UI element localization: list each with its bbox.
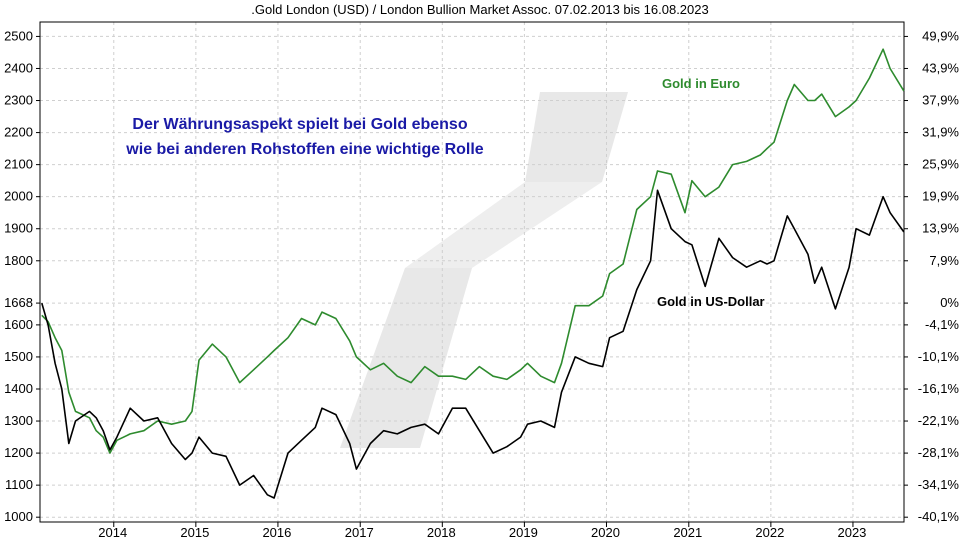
y-left-tick-label: 2500 xyxy=(4,28,33,43)
x-tick-label: 2020 xyxy=(591,525,620,540)
y-right-tick-label: 0% xyxy=(940,295,959,310)
y-right-tick-label: 49,9% xyxy=(922,28,959,43)
watermark-slash-mid-icon xyxy=(405,182,602,268)
watermark-slash-lower-icon xyxy=(340,268,472,448)
y-left-tick-label: 1100 xyxy=(5,477,33,492)
y-left-tick-label: 2200 xyxy=(4,125,33,140)
x-axis: 2014 2015 2016 2017 2018 2019 2020 2021 2022 2023 xyxy=(98,522,866,540)
annotation-line-1: Der Währungsaspekt spielt bei Gold ebens… xyxy=(132,116,467,133)
series-layer xyxy=(41,48,905,499)
y-right-tick-label: 19,9% xyxy=(922,189,959,204)
x-tick-label: 2018 xyxy=(427,525,456,540)
y-right-tick-label: -4,1% xyxy=(925,317,959,332)
y-left-tick-label: 1000 xyxy=(4,509,33,524)
y-left-tick-label: 1600 xyxy=(4,317,33,332)
y-left-tick-label: 1800 xyxy=(4,253,33,268)
chart-title: .Gold London (USD) / London Bullion Mark… xyxy=(251,2,708,17)
watermark-slash-icon xyxy=(525,92,628,182)
y-right-tick-label: -34,1% xyxy=(918,477,960,492)
y-right-tick-label: 31,9% xyxy=(922,125,959,140)
plot-area xyxy=(39,21,905,523)
y-left-tick-label: 1300 xyxy=(4,413,33,428)
y-right-tick-label: -16,1% xyxy=(918,381,960,396)
y-left-tick-label: 2000 xyxy=(4,189,33,204)
annotation-line-2: wie bei anderen Rohstoffen eine wichtige… xyxy=(125,141,483,158)
y-axis-left: 2500 2400 2300 2200 2100 2000 1900 1800 1668 1600… xyxy=(4,28,40,524)
y-left-tick-label: 1500 xyxy=(4,349,33,364)
y-right-tick-label: 13,9% xyxy=(922,221,959,236)
y-left-tick-label: 2400 xyxy=(4,60,33,75)
y-axis-right: 49,9% 43,9% 37,9% 31,9% 25,9% 19,9% 13,9% 7,9% 0… xyxy=(904,28,959,524)
y-left-tick-label: 2300 xyxy=(4,93,33,108)
x-tick-label: 2021 xyxy=(673,525,702,540)
x-tick-label: 2023 xyxy=(837,525,866,540)
y-right-tick-label: 37,9% xyxy=(922,93,959,108)
y-left-tick-label: 1200 xyxy=(4,445,33,460)
y-right-tick-label: -10,1% xyxy=(918,349,960,364)
x-tick-label: 2017 xyxy=(345,525,374,540)
x-tick-label: 2014 xyxy=(98,525,127,540)
x-tick-label: 2016 xyxy=(262,525,291,540)
y-right-tick-label: 7,9% xyxy=(929,253,959,268)
x-tick-label: 2019 xyxy=(509,525,538,540)
y-right-tick-label: 25,9% xyxy=(922,157,959,172)
y-left-tick-label: 1668 xyxy=(4,295,33,310)
series-label-gold-usd: Gold in US-Dollar xyxy=(657,294,765,309)
y-right-tick-label: -40,1% xyxy=(918,509,960,524)
y-right-tick-label: -22,1% xyxy=(918,413,960,428)
series-line-gold-euro xyxy=(41,48,905,454)
grid xyxy=(40,22,904,522)
y-left-tick-label: 1900 xyxy=(4,221,33,236)
y-left-tick-label: 2100 xyxy=(4,157,33,172)
y-left-tick-label: 1400 xyxy=(4,381,33,396)
series-line-gold-usd xyxy=(41,189,905,499)
y-right-tick-label: 43,9% xyxy=(922,60,959,75)
series-label-gold-euro: Gold in Euro xyxy=(662,76,740,91)
x-tick-label: 2015 xyxy=(180,525,209,540)
y-right-tick-label: -28,1% xyxy=(918,445,960,460)
x-tick-label: 2022 xyxy=(755,525,784,540)
